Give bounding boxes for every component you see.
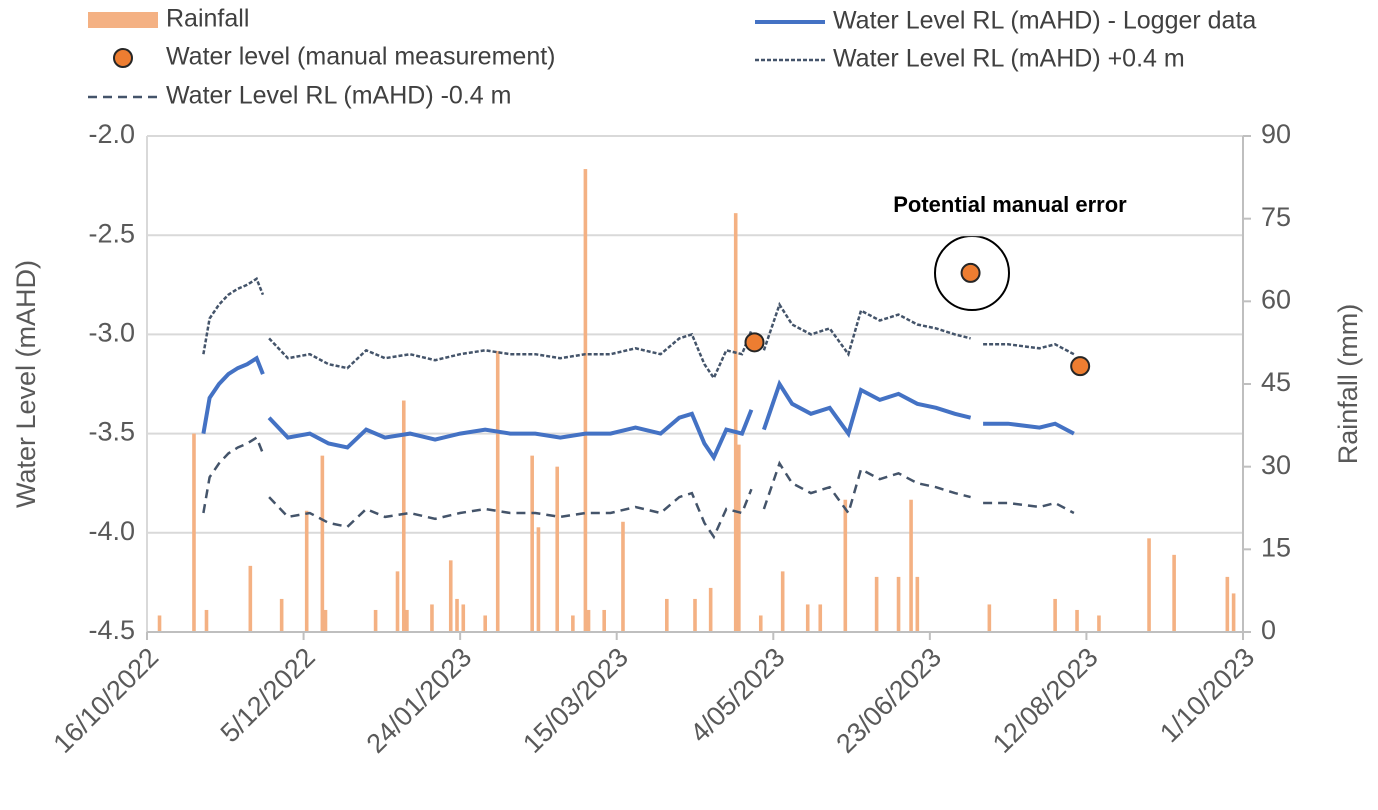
y2-tick-label: 60 [1261, 284, 1291, 314]
rain-bar [395, 571, 400, 632]
legend-label: Rainfall [166, 5, 249, 33]
rain-bar [401, 400, 406, 632]
water-level-line [202, 435, 1075, 540]
x-tick-label: 23/06/2023 [830, 642, 947, 759]
annotation: Potential manual error [893, 192, 1127, 217]
rain-bar [320, 455, 325, 632]
rain-bar [1172, 554, 1176, 632]
y-tick-label: -2.0 [88, 119, 135, 149]
rain-bar [665, 598, 669, 632]
x-tick-label: 5/12/2022 [215, 642, 321, 748]
rain-bar [530, 455, 534, 632]
y2-tick-label: 45 [1261, 367, 1291, 397]
rain-bar [780, 571, 785, 632]
y-tick-label: -3.5 [88, 417, 135, 447]
rain-bar [405, 609, 409, 632]
rain-bar [602, 609, 606, 632]
rain-bar [733, 213, 738, 632]
rain-bar [373, 609, 378, 632]
rain-bar [323, 609, 328, 632]
x-tick-label: 4/05/2023 [684, 642, 790, 748]
rain-bar [304, 510, 309, 632]
x-tick-label: 16/10/2022 [48, 642, 165, 759]
rain-bar [1053, 598, 1057, 632]
legend-label: Water Level RL (mAHD) +0.4 m [833, 45, 1185, 73]
rain-bar [1231, 593, 1236, 632]
rain-bar [536, 527, 541, 632]
rain-bar [192, 433, 196, 632]
legend-label: Water level (manual measurement) [166, 43, 556, 71]
rain-bar [455, 598, 459, 632]
y-tick-label: -3.0 [88, 318, 135, 348]
x-tick-label: 24/01/2023 [361, 642, 478, 759]
rain-bar [818, 604, 823, 632]
manual-point [960, 262, 981, 283]
rain-bar [495, 350, 500, 632]
legend-swatch [113, 48, 133, 68]
rain-bar [987, 604, 992, 632]
rain-bar [204, 609, 209, 632]
y2-tick-label: 75 [1261, 202, 1291, 232]
y-tick-label: -4.5 [88, 615, 135, 645]
rain-bar [583, 169, 588, 633]
rain-bar [461, 604, 466, 632]
y2-tick-label: 15 [1261, 532, 1291, 562]
manual-point [1070, 356, 1091, 377]
y2-tick-label: 90 [1261, 119, 1291, 149]
rain-bar [279, 598, 284, 632]
y-tick-label: -4.0 [88, 516, 135, 546]
rain-bar [157, 615, 162, 632]
rain-bar [737, 444, 741, 632]
y-tick-label: -2.5 [88, 218, 135, 248]
water-level-line [201, 355, 1075, 462]
rain-bar [693, 598, 697, 632]
y-axis-title: Water Level (mAHD) [11, 260, 41, 508]
rain-bar [555, 466, 560, 632]
x-tick-label: 15/03/2023 [517, 642, 634, 759]
y2-tick-label: 0 [1261, 615, 1276, 645]
y2-tick-label: 30 [1261, 450, 1291, 480]
x-tick-label: 12/08/2023 [987, 642, 1104, 759]
rain-bar [448, 560, 453, 632]
rain-bar [621, 521, 625, 632]
rain-bar [1097, 615, 1101, 632]
water-level-line [202, 276, 1075, 381]
x-tick-label: 1/10/2023 [1154, 642, 1260, 748]
y2-axis-title: Rainfall (mm) [1333, 304, 1363, 465]
rain-bar [571, 615, 575, 632]
rain-bar [430, 604, 434, 632]
rain-bar [248, 565, 253, 632]
rain-bar [874, 576, 879, 632]
rain-bar [1147, 538, 1151, 632]
rain-bar [909, 499, 913, 632]
manual-point [744, 332, 765, 353]
rain-bar [483, 615, 487, 632]
rain-bar [708, 587, 713, 632]
rain-bar [758, 615, 763, 632]
rain-bar [843, 499, 848, 632]
marks [157, 169, 1236, 633]
rain-bar [896, 576, 901, 632]
legend-label: Water Level RL (mAHD) - Logger data [833, 7, 1256, 35]
legend-swatch [88, 12, 158, 28]
legend-label: Water Level RL (mAHD) -0.4 m [166, 82, 511, 110]
rain-bar [1225, 576, 1230, 632]
rain-bar [586, 609, 591, 632]
rain-bar [915, 576, 920, 632]
rain-bar [805, 604, 810, 632]
rain-bar [1075, 609, 1079, 632]
